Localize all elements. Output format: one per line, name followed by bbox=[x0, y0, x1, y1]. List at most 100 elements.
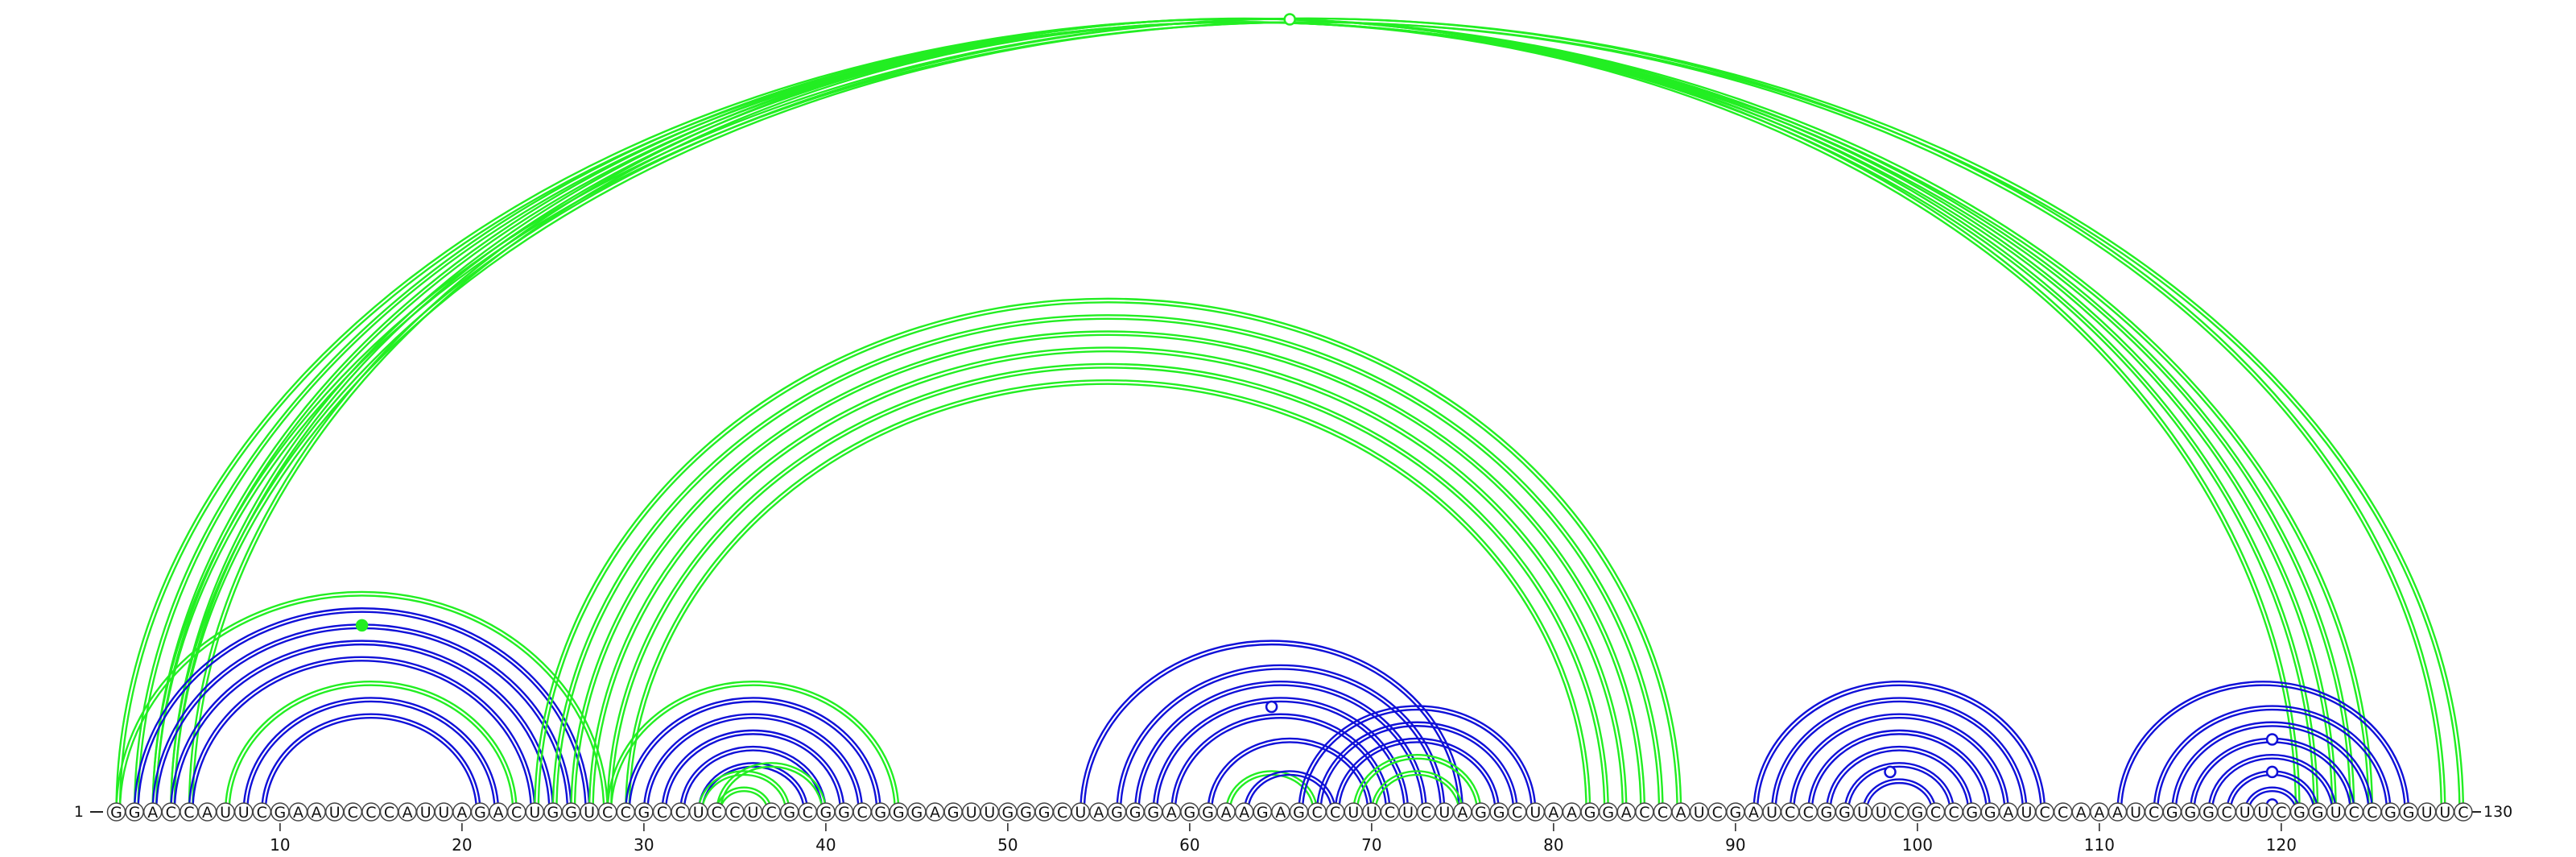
nucleotide-40: G bbox=[816, 802, 836, 822]
nucleotide-70: U bbox=[1362, 802, 1381, 822]
nucleotide-letter: U bbox=[529, 804, 540, 822]
nucleotide-letter: G bbox=[1730, 804, 1742, 822]
nucleotide-letter: C bbox=[1948, 804, 1959, 822]
nucleotide-letter: G bbox=[874, 804, 886, 822]
arc-5-24-outer bbox=[188, 656, 536, 813]
nucleotide-102: C bbox=[1944, 802, 1963, 822]
nucleotide-letter: U bbox=[1439, 804, 1450, 822]
nucleotide-54: U bbox=[1071, 802, 1091, 822]
arc-61-70-inner bbox=[1210, 741, 1369, 813]
nucleotide-55: A bbox=[1089, 802, 1108, 822]
nucleotide-45: G bbox=[907, 802, 927, 822]
nucleotide-letter: G bbox=[565, 804, 577, 822]
nucleotide-letter: G bbox=[1821, 804, 1833, 822]
arc-111-127-outer bbox=[2116, 681, 2410, 813]
nucleotide-letter: G bbox=[474, 804, 486, 822]
nucleotide-34: C bbox=[707, 802, 727, 822]
arc-33-38-inner bbox=[701, 773, 787, 813]
arc-5-121-inner bbox=[192, 21, 2297, 813]
arc-4-129-outer bbox=[170, 17, 2446, 813]
nucleotide-90: G bbox=[1726, 802, 1745, 822]
nucleotide-72: U bbox=[1398, 802, 1418, 822]
apex-marker-3-26 bbox=[355, 619, 369, 632]
arc-111-127-inner bbox=[2120, 684, 2406, 813]
nucleotide-10: G bbox=[270, 802, 290, 822]
nucleotide-letter: C bbox=[2221, 804, 2231, 822]
nucleotide-letter: U bbox=[1402, 804, 1414, 822]
arcs-layer bbox=[115, 17, 2465, 813]
nucleotide-13: U bbox=[324, 802, 345, 822]
nucleotide-74: U bbox=[1435, 802, 1455, 822]
arc-68-77-outer bbox=[1334, 737, 1501, 813]
arc-92-106-outer bbox=[1770, 697, 2028, 813]
arc-2-27-inner bbox=[137, 611, 587, 813]
nucleotide-87: A bbox=[1671, 802, 1690, 822]
arc-34-37-inner bbox=[719, 790, 769, 813]
nucleotide-50: G bbox=[998, 802, 1018, 822]
nucleotide-letter: C bbox=[1930, 804, 1941, 822]
nucleotide-96: G bbox=[1835, 802, 1855, 822]
apex-marker-96-101 bbox=[1884, 765, 1897, 779]
nucleotide-8: U bbox=[233, 802, 254, 822]
nucleotide-letter: A bbox=[930, 804, 940, 822]
nucleotide-letter: U bbox=[238, 804, 250, 822]
arc-63-68-inner bbox=[1247, 773, 1333, 813]
arc-26-85-inner bbox=[573, 333, 1642, 813]
arc-4-129-inner bbox=[173, 21, 2442, 813]
nucleotide-82: G bbox=[1580, 802, 1600, 822]
nucleotide-94: C bbox=[1798, 802, 1818, 822]
nucleotide-101: C bbox=[1926, 802, 1946, 822]
nucleotide-letter: A bbox=[493, 804, 504, 822]
tick-label-100: 100 bbox=[1902, 835, 1933, 855]
arc-2-124-inner bbox=[137, 21, 2351, 813]
nucleotide-121: G bbox=[2289, 802, 2310, 822]
nucleotide-114: G bbox=[2162, 802, 2182, 822]
nucleotide-letter: A bbox=[202, 804, 213, 822]
tick-label-120: 120 bbox=[2266, 835, 2297, 855]
nucleotide-letter: G bbox=[2202, 804, 2215, 822]
nucleotide-77: G bbox=[1489, 802, 1509, 822]
nucleotide-18: U bbox=[415, 802, 436, 822]
nucleotide-79: U bbox=[1525, 802, 1546, 822]
arc-1-28-outer bbox=[115, 590, 609, 813]
nucleotide-letter: C bbox=[2276, 804, 2286, 822]
arc-69-76-inner bbox=[1356, 757, 1479, 813]
arc-4-25-outer bbox=[170, 640, 555, 813]
arc-32-40-outer bbox=[679, 745, 828, 813]
nucleotide-71: C bbox=[1380, 802, 1400, 822]
nucleotide-letter: A bbox=[1621, 804, 1632, 822]
tick-label-110: 110 bbox=[2084, 835, 2115, 855]
nucleotide-59: A bbox=[1162, 802, 1182, 822]
nucleotide-letter: C bbox=[621, 804, 631, 822]
nucleotide-letter: C bbox=[2058, 804, 2068, 822]
nucleotide-111: A bbox=[2107, 802, 2128, 822]
nucleotide-letter: A bbox=[402, 804, 413, 822]
nucleotide-letter: C bbox=[511, 804, 522, 822]
nucleotide-7: U bbox=[216, 802, 235, 822]
nucleotide-letter: U bbox=[420, 804, 431, 822]
arc-70-75-outer bbox=[1370, 770, 1464, 813]
arc-29-82-outer bbox=[625, 379, 1591, 813]
nucleotide-letter: C bbox=[1712, 804, 1723, 822]
arc-31-41-inner bbox=[664, 733, 842, 813]
nucleotide-116: G bbox=[2198, 802, 2219, 822]
nucleotide-130: C bbox=[2454, 802, 2473, 822]
arc-68-77-inner bbox=[1338, 741, 1496, 813]
nucleotide-letter: U bbox=[1366, 804, 1377, 822]
nucleotide-letter: G bbox=[129, 804, 141, 822]
nucleotide-57: G bbox=[1125, 802, 1145, 822]
position-ticks: 10 20 30 40 50 60 70 80 90 100 110 120 bbox=[270, 823, 2297, 855]
tick-label-80: 80 bbox=[1543, 835, 1563, 855]
nucleotide-letter: U bbox=[438, 804, 449, 822]
nucleotide-letter: G bbox=[1602, 804, 1614, 822]
tick-label-10: 10 bbox=[270, 835, 290, 855]
nucleotide-letter: C bbox=[1330, 804, 1340, 822]
nucleotide-letter: G bbox=[911, 804, 923, 822]
arc-54-75-inner bbox=[1083, 643, 1460, 813]
nucleotide-letter: G bbox=[2293, 804, 2306, 822]
nucleotide-24: U bbox=[525, 802, 545, 822]
nucleotide-letter: C bbox=[1057, 804, 1067, 822]
nucleotide-letter: C bbox=[1385, 804, 1395, 822]
arc-31-41-outer bbox=[661, 729, 845, 813]
